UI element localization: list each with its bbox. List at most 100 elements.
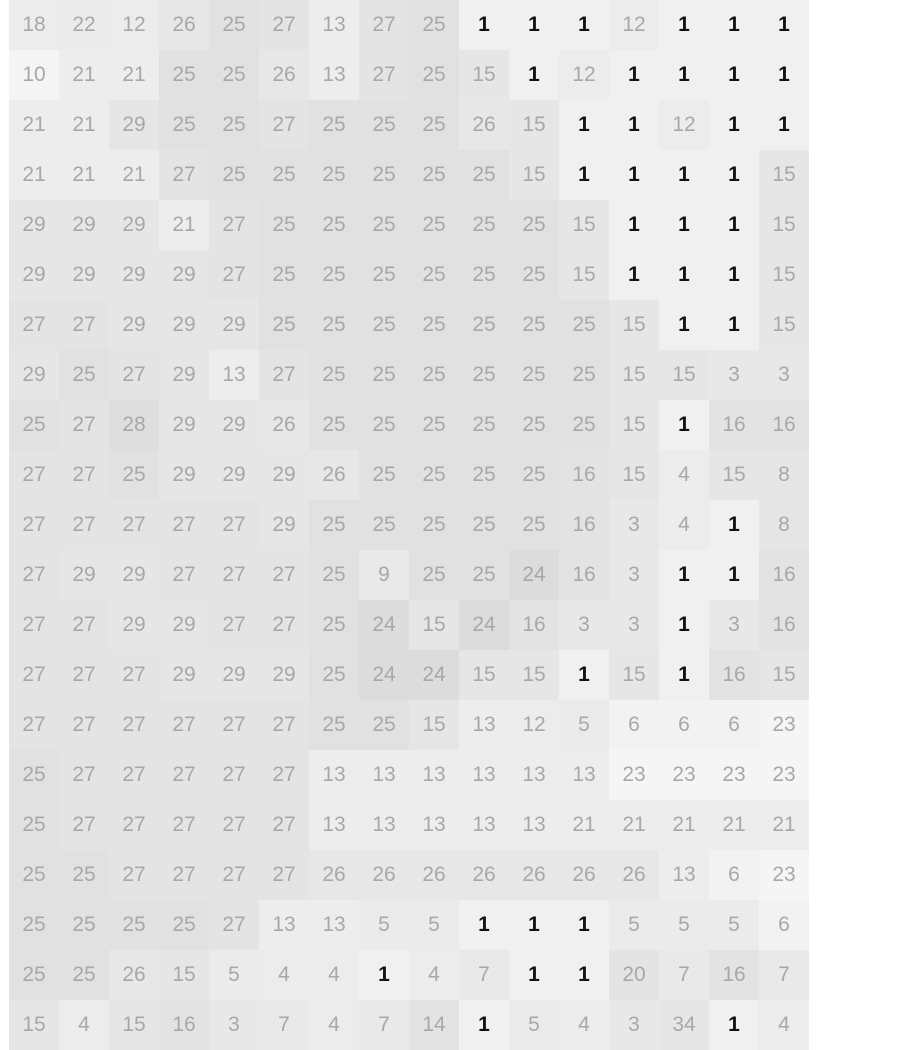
grid-cell: 15 — [109, 1000, 159, 1050]
grid-cell: 1 — [659, 600, 709, 650]
grid-cell: 29 — [259, 500, 309, 550]
grid-cell: 25 — [9, 900, 59, 950]
grid-cell: 1 — [509, 0, 559, 50]
grid-cell: 7 — [359, 1000, 409, 1050]
grid-cell: 16 — [709, 950, 759, 1000]
grid-cell: 27 — [259, 800, 309, 850]
grid-cell: 1 — [759, 50, 809, 100]
grid-cell: 34 — [659, 1000, 709, 1050]
grid-cell: 1 — [709, 150, 759, 200]
grid-cell: 27 — [109, 850, 159, 900]
grid-cell: 15 — [609, 300, 659, 350]
grid-cell: 23 — [709, 750, 759, 800]
grid-cell: 27 — [209, 800, 259, 850]
grid-cell: 24 — [359, 600, 409, 650]
grid-cell: 15 — [409, 700, 459, 750]
grid-cell: 25 — [309, 250, 359, 300]
grid-cell: 27 — [9, 650, 59, 700]
grid-cell: 4 — [759, 1000, 809, 1050]
grid-cell: 13 — [309, 800, 359, 850]
grid-cell: 1 — [459, 0, 509, 50]
grid-cell: 25 — [409, 150, 459, 200]
grid-cell: 5 — [709, 900, 759, 950]
grid-cell: 29 — [159, 250, 209, 300]
grid-cell: 1 — [459, 1000, 509, 1050]
grid-cell: 25 — [559, 300, 609, 350]
grid-cell: 26 — [259, 50, 309, 100]
grid-cell: 21 — [759, 800, 809, 850]
grid-cell: 21 — [9, 100, 59, 150]
grid-cell: 25 — [159, 50, 209, 100]
grid-cell: 15 — [759, 150, 809, 200]
grid-cell: 15 — [459, 50, 509, 100]
grid-cell: 25 — [509, 500, 559, 550]
grid-cell: 21 — [609, 800, 659, 850]
grid-cell: 25 — [109, 450, 159, 500]
grid-cell: 16 — [759, 400, 809, 450]
grid-cell: 25 — [509, 200, 559, 250]
grid-cell: 27 — [259, 100, 309, 150]
grid-cell: 27 — [59, 650, 109, 700]
grid-cell: 29 — [9, 200, 59, 250]
grid-cell: 25 — [459, 450, 509, 500]
grid-cell: 25 — [209, 50, 259, 100]
grid-cell: 25 — [209, 150, 259, 200]
grid-cell: 25 — [9, 800, 59, 850]
grid-cell: 3 — [609, 500, 659, 550]
grid-cell: 13 — [309, 0, 359, 50]
grid-cell: 25 — [209, 100, 259, 150]
grid-cell: 25 — [459, 150, 509, 200]
grid-cell: 26 — [309, 450, 359, 500]
grid-cell: 26 — [509, 850, 559, 900]
grid-cell: 21 — [59, 50, 109, 100]
grid-cell: 3 — [559, 600, 609, 650]
grid-cell: 25 — [509, 250, 559, 300]
grid-cell: 29 — [109, 200, 159, 250]
grid-cell: 1 — [509, 900, 559, 950]
grid-cell: 22 — [59, 0, 109, 50]
grid-cell: 3 — [609, 600, 659, 650]
grid-cell: 25 — [9, 950, 59, 1000]
grid-cell: 26 — [409, 850, 459, 900]
grid-cell: 15 — [759, 300, 809, 350]
grid-cell: 4 — [259, 950, 309, 1000]
grid-cell: 27 — [159, 500, 209, 550]
grid-cell: 29 — [109, 250, 159, 300]
grid-cell: 5 — [359, 900, 409, 950]
grid-cell: 25 — [359, 400, 409, 450]
grid-cell: 4 — [409, 950, 459, 1000]
grid-cell: 8 — [759, 450, 809, 500]
grid-cell: 29 — [159, 350, 209, 400]
grid-cell: 26 — [309, 850, 359, 900]
grid-cell: 25 — [459, 350, 509, 400]
grid-cell: 1 — [659, 550, 709, 600]
grid-cell: 1 — [659, 150, 709, 200]
grid-cell: 25 — [259, 150, 309, 200]
grid-cell: 1 — [559, 100, 609, 150]
grid-cell: 23 — [759, 700, 809, 750]
grid-cell: 29 — [159, 600, 209, 650]
grid-cell: 29 — [159, 450, 209, 500]
grid-cell: 25 — [409, 350, 459, 400]
grid-cell: 3 — [709, 600, 759, 650]
grid-cell: 27 — [59, 750, 109, 800]
grid-cell: 7 — [259, 1000, 309, 1050]
grid-cell: 29 — [259, 450, 309, 500]
grid-cell: 25 — [309, 700, 359, 750]
grid-cell: 27 — [259, 350, 309, 400]
grid-cell: 16 — [559, 550, 609, 600]
grid-cell: 3 — [759, 350, 809, 400]
grid-cell: 29 — [109, 300, 159, 350]
grid-cell: 5 — [559, 700, 609, 750]
grid-cell: 15 — [759, 650, 809, 700]
grid-cell: 25 — [459, 400, 509, 450]
grid-cell: 1 — [659, 300, 709, 350]
grid-cell: 25 — [409, 250, 459, 300]
grid-cell: 25 — [159, 900, 209, 950]
grid-cell: 25 — [409, 50, 459, 100]
grid-cell: 1 — [709, 50, 759, 100]
grid-cell: 27 — [59, 700, 109, 750]
grid-cell: 29 — [209, 400, 259, 450]
grid-cell: 10 — [9, 50, 59, 100]
grid-cell: 26 — [359, 850, 409, 900]
